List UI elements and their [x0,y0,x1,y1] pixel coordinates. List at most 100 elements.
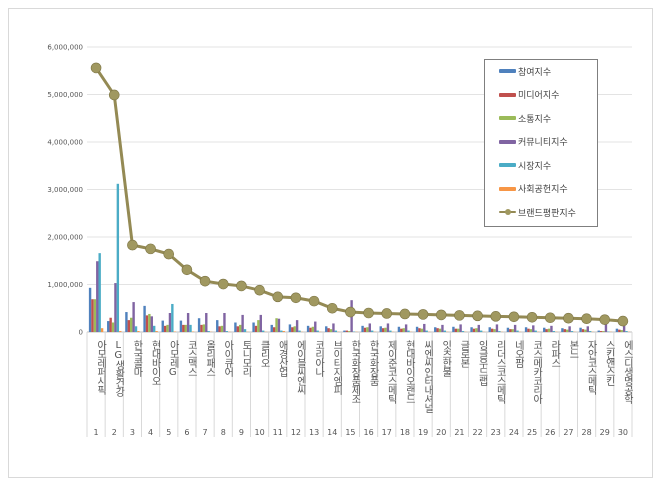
color-swatch-icon [499,116,516,120]
bar-3 [457,328,460,332]
bar-2 [400,328,403,332]
bar-2 [236,326,240,332]
x-rank-label: 17 [382,428,392,437]
bar-3 [202,324,206,332]
bar-1 [306,325,310,332]
bar-3 [93,299,97,332]
bar-1 [415,326,419,332]
bar-1 [125,312,128,332]
line-point [217,278,229,290]
legend-label: 커뮤니티지수 [518,138,568,148]
bar-1 [270,324,273,332]
bar-4 [404,324,408,332]
line-point [272,291,284,303]
legend-item: 참여지수 [499,65,552,78]
bar-2 [291,327,294,332]
bar-6 [119,331,122,332]
bar-4 [368,323,371,332]
bar-4 [622,325,626,332]
bar-5 [443,330,447,332]
line-point [490,311,502,322]
bar-4 [423,323,426,332]
bar-3 [529,329,533,332]
line-point [617,315,629,327]
bar-1 [234,322,237,332]
bar-1 [597,330,600,332]
bar-1 [434,327,437,332]
x-rank-label: 19 [418,428,428,437]
bar-2 [527,328,530,332]
x-category-label: 아모레퍼시픽 [95,340,107,395]
line-point [526,311,538,323]
bar-2 [254,325,258,332]
y-tick-label: 2,000,000 [47,234,83,242]
bar-5 [498,331,501,332]
x-rank-label: 4 [148,428,153,437]
bar-3 [257,320,260,332]
legend-label: 브랜드평판지수 [518,208,576,219]
y-tick-label: 4,000,000 [47,139,83,147]
x-category-label: 아이큐어 [222,340,234,378]
bar-1 [543,327,546,332]
line-point [381,308,393,319]
bar-2 [345,330,349,332]
bar-3 [220,325,224,332]
line-point [544,312,556,324]
bar-3 [239,324,242,332]
x-rank-label: 11 [273,428,283,437]
x-rank-label: 1 [94,428,99,437]
line-point [199,275,211,287]
x-category-label: 잉글우드랩 [476,340,488,386]
bar-3 [293,326,296,332]
color-swatch-icon [499,92,516,97]
x-rank-label: 2 [112,428,117,437]
x-category-label: 코스맥스 [185,340,197,376]
bar-6 [282,331,285,332]
x-rank-label: 24 [509,428,519,437]
x-rank-label: 10 [254,428,264,437]
legend-item: 브랜드평판지수 [499,206,576,219]
bar-1 [470,327,473,332]
bar-2 [472,328,476,332]
bar-3 [348,331,351,332]
bar-4 [495,324,499,332]
bar-4 [441,324,444,332]
bar-2 [545,329,548,332]
bar-1 [615,328,619,332]
bar-5 [625,331,628,332]
color-swatch-icon [499,69,516,73]
line-point [145,243,156,255]
legend-label: 소통지수 [518,114,552,125]
color-swatch-icon [499,139,516,144]
x-rank-label: 7 [203,428,208,437]
line-point [181,264,193,276]
x-rank-label: 30 [618,428,628,437]
x-category-label: 애경산업 [276,340,288,377]
bar-1 [561,328,564,332]
legend-label: 사회공헌지수 [518,185,568,195]
bar-3 [148,313,151,332]
bar-3 [420,328,424,332]
legend: 참여지수 미디어지수 소통지수 커뮤니티지수 시장지수 사회공헌지수 브랜드평판지수 [484,59,598,227]
x-rank-label: 8 [221,428,226,437]
x-category-label: 스킨앤스킨 [603,340,615,386]
x-category-label: 한국화장품제조 [349,340,361,403]
bar-1 [506,327,510,332]
x-category-label: 본느 [567,340,579,358]
legend-label: 참여지수 [518,67,552,78]
bar-2 [272,327,276,332]
x-category-label: 글로본 [458,340,470,368]
x-category-label: 제이준코스메틱 [385,340,397,405]
legend-item: 소통지수 [499,112,552,125]
bar-2 [163,325,167,332]
line-point [345,306,356,318]
bar-5 [243,329,247,332]
bar-2 [200,324,203,332]
bar-5 [570,331,574,332]
bar-1 [397,326,401,332]
bar-5 [534,330,537,332]
bar-1 [161,320,164,332]
line-point [508,311,520,323]
x-rank-label: 21 [454,428,464,437]
bar-3 [384,327,387,332]
